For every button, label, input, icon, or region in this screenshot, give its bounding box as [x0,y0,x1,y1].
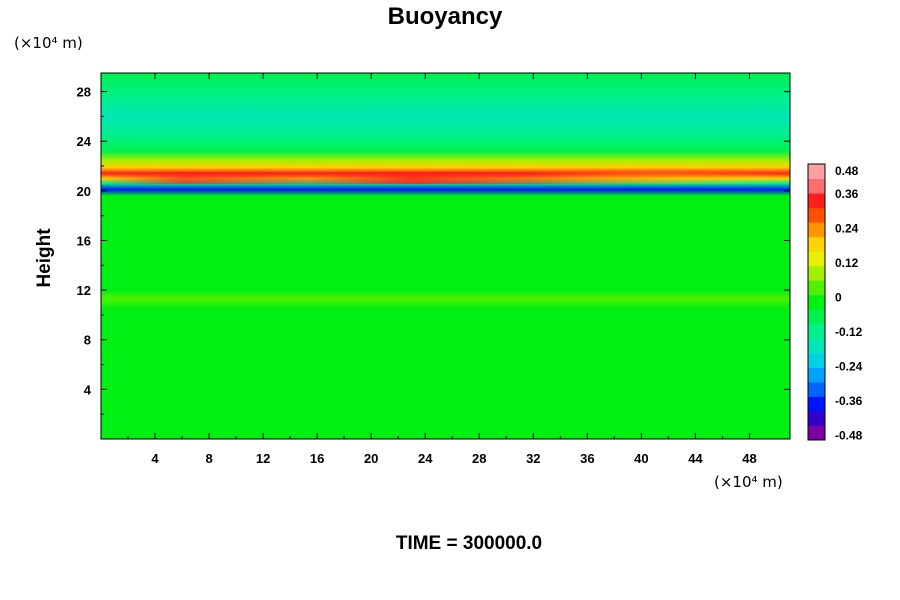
colorbar-swatch [808,251,825,267]
colorbar-tick-label: -0.48 [835,429,863,443]
plot-frame [100,72,791,440]
x-tick-label: 4 [151,451,159,466]
heatmap-field [100,72,791,440]
y-unit-label: (×10⁴ m) [14,34,83,52]
colorbar-swatch [808,410,825,426]
colorbar: 0.48 0.36 0.24 0.12 0 -0.12 -0.24 -0.36 -0.48 [807,163,863,443]
y-tick-label: 4 [84,382,92,397]
colorbar-swatch [808,193,825,209]
y-axis-label: Height [34,228,55,288]
x-tick-label: 28 [472,451,486,466]
y-tick-label: 12 [77,283,91,298]
x-axis: 4 8 12 16 20 24 28 32 36 40 44 48 [127,73,757,466]
colorbar-tick-label: 0 [835,291,842,305]
colorbar-swatch [808,309,825,325]
colorbar-tick-label: -0.36 [835,394,863,408]
x-tick-label: 40 [634,451,648,466]
colorbar-tick-label: 0.36 [835,187,859,201]
colorbar-swatch [808,425,825,441]
y-tick-label: 28 [77,85,91,100]
x-tick-label: 32 [526,451,540,466]
colorbar-tick-label: -0.24 [835,360,863,374]
time-label: TIME = 300000.0 [396,533,542,554]
colorbar-swatch [808,178,825,194]
x-tick-label: 48 [742,451,756,466]
x-unit-label: (×10⁴ m) [714,473,783,491]
colorbar-swatch [808,265,825,281]
x-tick-label: 20 [364,451,378,466]
red-band-overlay [101,172,790,184]
x-tick-label: 12 [256,451,270,466]
colorbar-swatch [808,381,825,397]
colorbar-tick-label: -0.12 [835,325,863,339]
colorbar-swatch [808,280,825,296]
chart-title: Buoyancy [388,3,503,30]
x-tick-label: 44 [688,451,703,466]
colorbar-swatch [808,323,825,339]
colorbar-swatch [808,222,825,238]
colorbar-swatch [808,338,825,354]
y-tick-label: 8 [84,333,91,348]
y-tick-label: 16 [77,233,91,248]
x-tick-label: 8 [205,451,212,466]
colorbar-swatch [808,352,825,368]
colorbar-swatch [808,236,825,252]
y-axis: 4 8 12 16 20 24 28 [77,85,790,415]
x-tick-label: 36 [580,451,594,466]
colorbar-tick-label: 0.48 [835,164,859,178]
colorbar-swatch [808,207,825,223]
heatmap-background [101,73,790,439]
y-tick-label: 20 [77,184,91,199]
colorbar-frame [807,163,826,441]
colorbar-swatch [808,367,825,383]
colorbar-swatch [808,294,825,310]
colorbar-swatch [808,164,825,180]
colorbar-tick-label: 0.12 [835,256,859,270]
colorbar-tick-label: 0.24 [835,222,859,236]
x-tick-label: 24 [418,451,433,466]
y-tick-label: 24 [77,134,92,149]
x-tick-label: 16 [310,451,324,466]
colorbar-swatch [808,396,825,412]
